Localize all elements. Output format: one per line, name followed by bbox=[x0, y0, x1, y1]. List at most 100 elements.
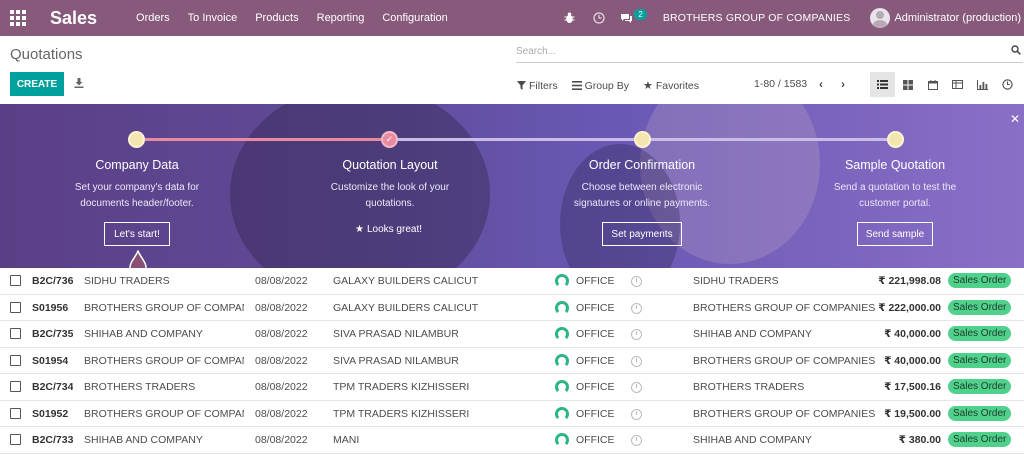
salesperson: SIVA PRASAD NILAMBUR bbox=[333, 328, 459, 340]
row-checkbox[interactable] bbox=[10, 301, 21, 313]
customer-name: SIDHU TRADERS bbox=[84, 275, 170, 287]
activity-clock-icon[interactable] bbox=[631, 276, 642, 287]
company-name: SHIHAB AND COMPANY bbox=[693, 328, 812, 340]
activity-view-icon[interactable] bbox=[995, 72, 1020, 97]
close-icon[interactable]: ✕ bbox=[1009, 112, 1020, 126]
apps-menu-icon[interactable] bbox=[0, 0, 36, 36]
pager-previous-icon[interactable]: ‹ bbox=[819, 77, 823, 91]
list-view-icon[interactable] bbox=[870, 72, 895, 97]
order-date: 08/08/2022 bbox=[255, 301, 308, 314]
total-amount: ₹ 380.00 bbox=[898, 434, 941, 446]
user-menu[interactable]: Administrator (production) bbox=[894, 12, 1021, 24]
activity-clock-icon[interactable] bbox=[631, 355, 642, 367]
search-input[interactable] bbox=[516, 41, 996, 61]
step-order-confirmation: Order Confirmation Choose between electr… bbox=[542, 158, 742, 212]
sales-team-icon bbox=[555, 380, 569, 394]
activity-clock-icon[interactable] bbox=[631, 302, 642, 314]
search-icon[interactable] bbox=[1011, 45, 1021, 55]
order-date: 08/08/2022 bbox=[255, 407, 308, 420]
app-title[interactable]: Sales bbox=[50, 7, 98, 28]
row-checkbox[interactable] bbox=[10, 407, 21, 419]
set-payments-button[interactable]: Set payments bbox=[602, 222, 682, 246]
sales-team-icon bbox=[555, 274, 569, 288]
menu-item-to-invoice[interactable]: To Invoice bbox=[187, 12, 238, 24]
activity-clock-icon[interactable] bbox=[631, 408, 642, 420]
view-switcher bbox=[870, 72, 1020, 97]
graph-view-icon[interactable] bbox=[970, 72, 995, 97]
menu-item-products[interactable]: Products bbox=[255, 12, 299, 24]
table-row[interactable]: S01954 BROTHERS GROUP OF COMPANI... 08/0… bbox=[0, 347, 1024, 374]
company-name: BROTHERS GROUP OF COMPANIES bbox=[693, 407, 876, 420]
quotation-number: S01956 bbox=[32, 301, 69, 314]
lets-start-button[interactable]: Let's start! bbox=[104, 222, 170, 246]
pager-next-icon[interactable]: › bbox=[841, 77, 845, 91]
calendar-view-icon[interactable] bbox=[920, 72, 945, 97]
status-badge: Sales Order bbox=[948, 326, 1012, 341]
total-amount: ₹ 19,500.00 bbox=[884, 407, 941, 420]
bug-icon[interactable] bbox=[560, 0, 578, 36]
salesperson: MANI bbox=[333, 434, 360, 446]
download-icon[interactable] bbox=[74, 78, 84, 88]
table-row[interactable]: S01952 BROTHERS GROUP OF COMPANI... 08/0… bbox=[0, 400, 1024, 427]
search-options: Filters Group By ★ Favorites bbox=[517, 79, 699, 92]
quotation-number: B2C/734 bbox=[32, 381, 74, 393]
customer-name: SHIHAB AND COMPANY bbox=[84, 434, 203, 446]
order-date: 08/08/2022 bbox=[255, 434, 308, 446]
row-checkbox[interactable] bbox=[10, 381, 21, 392]
group-by-button[interactable]: Group By bbox=[571, 79, 629, 92]
filter-icon bbox=[517, 81, 526, 90]
company-switcher[interactable]: BROTHERS GROUP OF COMPANIES bbox=[662, 12, 851, 24]
step-description-line: signatures or online payments. bbox=[573, 198, 711, 209]
looks-great-label: Looks great! bbox=[366, 224, 423, 235]
row-checkbox[interactable] bbox=[10, 354, 21, 366]
step-dot-order-confirmation bbox=[634, 131, 651, 148]
total-amount: ₹ 40,000.00 bbox=[884, 328, 941, 340]
table-row[interactable]: B2C/735 SHIHAB AND COMPANY 08/08/2022 SI… bbox=[0, 321, 1024, 348]
create-button[interactable]: CREATE bbox=[10, 72, 64, 96]
activity-clock-icon[interactable] bbox=[631, 329, 642, 340]
menu-item-reporting[interactable]: Reporting bbox=[316, 12, 365, 24]
group-by-label: Group By bbox=[584, 79, 629, 92]
activity-clock-icon[interactable] bbox=[631, 382, 642, 393]
step-title: Sample Quotation bbox=[844, 158, 946, 172]
activity-clock-icon[interactable] bbox=[631, 435, 642, 446]
total-amount: ₹ 17,500.16 bbox=[884, 381, 941, 393]
customer-name: BROTHERS GROUP OF COMPANI... bbox=[84, 354, 244, 367]
quotation-number: B2C/735 bbox=[32, 328, 74, 340]
row-checkbox[interactable] bbox=[10, 434, 21, 445]
total-amount: ₹ 40,000.00 bbox=[884, 354, 941, 367]
pager-value[interactable]: 1-80 / 1583 bbox=[754, 78, 808, 90]
sales-team: OFFICE bbox=[576, 354, 615, 367]
total-amount: ₹ 221,998.08 bbox=[878, 275, 941, 287]
table-row[interactable]: B2C/734 BROTHERS TRADERS 08/08/2022 TPM … bbox=[0, 374, 1024, 401]
menu-item-orders[interactable]: Orders bbox=[136, 12, 170, 24]
step-check-icon: ✓ bbox=[381, 131, 398, 148]
company-name: BROTHERS GROUP OF COMPANIES bbox=[693, 354, 876, 367]
kanban-view-icon[interactable] bbox=[895, 72, 920, 97]
send-sample-button[interactable]: Send sample bbox=[857, 222, 933, 246]
sales-team-icon bbox=[555, 406, 569, 421]
favorites-button[interactable]: ★ Favorites bbox=[643, 79, 699, 93]
progress-line-done bbox=[136, 138, 390, 141]
order-date: 08/08/2022 bbox=[255, 354, 308, 367]
menu-item-configuration[interactable]: Configuration bbox=[382, 12, 448, 24]
user-avatar[interactable] bbox=[870, 8, 891, 28]
clock-activity-icon[interactable] bbox=[590, 0, 608, 36]
table-row[interactable]: B2C/733 SHIHAB AND COMPANY 08/08/2022 MA… bbox=[0, 427, 1024, 454]
sales-team: OFFICE bbox=[576, 328, 615, 340]
table-row[interactable]: S01956 BROTHERS GROUP OF COMPANI... 08/0… bbox=[0, 294, 1024, 321]
chat-messages-icon[interactable]: 2 bbox=[620, 0, 647, 36]
status-badge: Sales Order bbox=[948, 299, 1012, 315]
row-checkbox[interactable] bbox=[10, 275, 21, 286]
sales-team-icon bbox=[555, 300, 569, 315]
step-dot-sample-quotation bbox=[887, 131, 904, 148]
table-row[interactable]: B2C/736 SIDHU TRADERS 08/08/2022 GALAXY … bbox=[0, 268, 1024, 295]
total-amount: ₹ 222,000.00 bbox=[878, 301, 941, 314]
sales-team: OFFICE bbox=[576, 275, 615, 287]
filters-button[interactable]: Filters bbox=[517, 79, 558, 92]
row-checkbox[interactable] bbox=[10, 328, 21, 339]
step-description-line: Customize the look of your bbox=[330, 182, 450, 193]
step-description-line: Set your company's data for bbox=[74, 182, 200, 193]
order-date: 08/08/2022 bbox=[255, 275, 308, 287]
pivot-view-icon[interactable] bbox=[945, 72, 970, 97]
